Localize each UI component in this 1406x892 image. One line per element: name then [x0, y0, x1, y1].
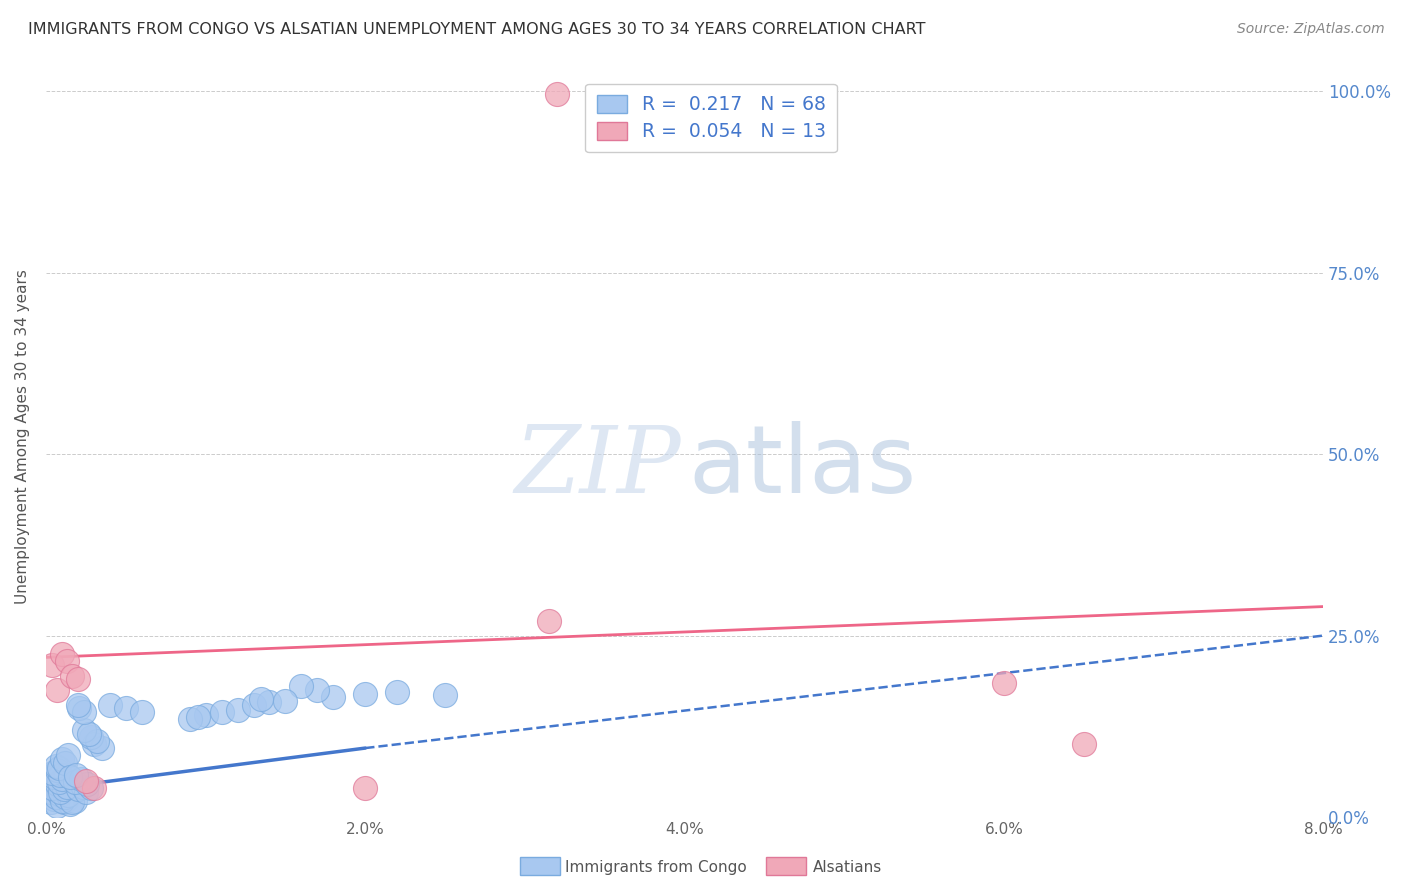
Point: [65, 768, 87, 782]
Point: [1073, 738, 1095, 752]
Point: [385, 685, 408, 699]
Point: [55, 654, 77, 668]
Point: [49, 768, 72, 782]
Point: [45, 789, 67, 804]
Point: [290, 680, 312, 694]
Point: [60, 668, 83, 682]
Point: [63, 775, 86, 789]
Point: [46, 777, 69, 791]
Point: [274, 694, 297, 708]
Point: [46, 763, 69, 777]
Point: [53, 768, 76, 782]
Point: [226, 703, 249, 717]
Point: [537, 614, 560, 628]
Point: [41, 780, 63, 795]
Point: [72, 780, 94, 794]
Point: [307, 683, 329, 698]
Point: [48, 761, 70, 775]
Point: [55, 780, 77, 794]
Point: [58, 748, 80, 763]
Point: [52, 796, 75, 810]
Text: Alsatians: Alsatians: [813, 860, 882, 874]
Text: Immigrants from Congo: Immigrants from Congo: [565, 860, 747, 874]
Point: [75, 784, 97, 798]
Point: [49, 789, 72, 803]
Text: atlas: atlas: [689, 420, 917, 513]
Point: [259, 695, 281, 709]
Point: [179, 712, 201, 726]
Point: [51, 752, 73, 766]
Point: [354, 780, 377, 795]
Point: [46, 683, 69, 698]
Point: [59, 770, 82, 784]
Point: [73, 705, 96, 719]
Point: [250, 692, 273, 706]
Point: [41, 657, 63, 672]
Point: [211, 705, 233, 719]
Point: [51, 647, 73, 661]
Point: [41, 766, 63, 780]
Point: [63, 794, 86, 808]
Text: ZIP: ZIP: [515, 422, 681, 511]
Point: [39, 796, 62, 810]
Point: [131, 705, 153, 719]
Point: [51, 772, 73, 787]
Point: [66, 698, 89, 712]
Point: [75, 773, 97, 788]
Point: [242, 698, 264, 712]
Point: [45, 759, 67, 773]
Point: [98, 698, 121, 712]
Point: [194, 708, 217, 723]
Point: [53, 756, 76, 770]
Point: [49, 784, 72, 798]
Point: [51, 794, 73, 808]
Point: [42, 770, 65, 784]
Point: [58, 789, 80, 803]
Point: [42, 792, 65, 806]
Point: [55, 792, 77, 806]
Point: [187, 710, 209, 724]
Point: [90, 741, 112, 756]
Point: [434, 688, 457, 702]
Point: [52, 782, 75, 797]
Point: [66, 672, 89, 686]
Text: IMMIGRANTS FROM CONGO VS ALSATIAN UNEMPLOYMENT AMONG AGES 30 TO 34 YEARS CORRELA: IMMIGRANTS FROM CONGO VS ALSATIAN UNEMPL…: [28, 22, 925, 37]
Point: [48, 775, 70, 789]
Point: [76, 777, 98, 791]
Point: [59, 797, 82, 811]
Point: [79, 780, 101, 795]
Point: [77, 726, 100, 740]
Point: [86, 734, 108, 748]
Point: [83, 780, 105, 795]
Point: [46, 799, 69, 814]
Point: [39, 784, 62, 798]
Point: [354, 687, 377, 701]
Point: [60, 796, 83, 810]
Point: [66, 782, 89, 797]
Text: Source: ZipAtlas.com: Source: ZipAtlas.com: [1237, 22, 1385, 37]
Point: [322, 690, 344, 705]
Point: [53, 790, 76, 805]
Point: [993, 675, 1015, 690]
Point: [83, 738, 105, 752]
Point: [546, 87, 568, 101]
Point: [73, 723, 96, 737]
Point: [79, 730, 101, 744]
Point: [48, 787, 70, 801]
Point: [69, 701, 91, 715]
Point: [70, 772, 93, 787]
Y-axis label: Unemployment Among Ages 30 to 34 years: Unemployment Among Ages 30 to 34 years: [15, 268, 30, 604]
Legend: R =  0.217   N = 68, R =  0.054   N = 13: R = 0.217 N = 68, R = 0.054 N = 13: [585, 84, 837, 153]
Point: [114, 701, 136, 715]
